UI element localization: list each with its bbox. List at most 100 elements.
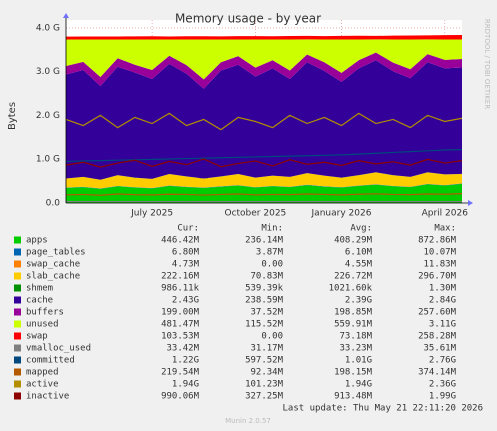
legend-stat: 597.52M <box>245 356 284 366</box>
legend-label: slab_cache <box>26 272 80 282</box>
legend-stat: 539.39k <box>245 284 284 294</box>
side-text: RRDTOOL / TOBI OETIKER <box>483 19 491 109</box>
legend-label: cache <box>26 296 53 306</box>
legend-stat: 226.72M <box>334 272 373 282</box>
legend-stat: 257.60M <box>418 308 457 318</box>
legend-label: page_tables <box>26 248 86 258</box>
y-tick-label: 4.0 G <box>36 23 60 33</box>
series-line <box>65 193 463 196</box>
legend-stat: 37.52M <box>250 308 283 318</box>
legend-stat: 101.23M <box>245 380 284 390</box>
legend-stat: 236.14M <box>245 236 284 246</box>
legend-label: inactive <box>26 392 69 402</box>
footer: Last update: Thu May 21 22:11:20 2026 <box>283 404 483 414</box>
legend-stat: 1.94G <box>172 380 199 390</box>
legend-stat: 33.23M <box>339 344 372 354</box>
x-tick-label: October 2025 <box>224 209 286 219</box>
y-axis-label: Bytes <box>7 102 18 130</box>
legend-swatch <box>14 332 21 340</box>
legend-stat: 31.17M <box>250 344 283 354</box>
legend-label: apps <box>26 236 48 246</box>
legend-stat: 2.39G <box>345 296 372 306</box>
x-tick-label: July 2025 <box>130 209 173 219</box>
legend-stat: 1.01G <box>345 356 372 366</box>
legend-stat: 559.91M <box>334 320 373 330</box>
y-tick-label: 1.0 G <box>36 155 60 165</box>
plot <box>65 20 463 204</box>
x-tick-label: April 2026 <box>422 209 469 219</box>
legend-swatch <box>14 368 21 376</box>
legend-stat: 1.94G <box>345 380 372 390</box>
legend-stat: 33.42M <box>166 344 199 354</box>
legend-swatch <box>14 284 21 292</box>
legend-swatch <box>14 320 21 328</box>
legend-stat: 408.29M <box>334 236 373 246</box>
legend-swatch <box>14 392 21 400</box>
x-tick-label: January 2026 <box>311 209 372 219</box>
legend-stat: 1.30M <box>429 284 457 294</box>
chart-title: Memory usage - by year <box>175 12 321 26</box>
legend-label: swap_cache <box>26 260 80 270</box>
legend-stat: 10.07M <box>423 248 456 258</box>
legend-stat: 2.43G <box>172 296 199 306</box>
legend-stat: 222.16M <box>161 272 200 282</box>
legend-stat: 2.84G <box>429 296 456 306</box>
legend-swatch <box>14 272 21 280</box>
legend-stat: 4.73M <box>172 260 200 270</box>
legend-stat: 4.55M <box>345 260 373 270</box>
stacked-area <box>66 52 462 89</box>
legend-stat: 11.83M <box>423 260 456 270</box>
legend-stat: 0.00 <box>261 260 283 270</box>
legend-stat: 6.10M <box>345 248 373 258</box>
legend-stat: 986.11k <box>161 284 200 294</box>
legend-stat: 73.18M <box>339 332 372 342</box>
legend-stat: 238.59M <box>245 296 284 306</box>
legend-stat: 1.99G <box>429 392 456 402</box>
legend-label: swap <box>26 332 48 342</box>
legend-stat: 115.52M <box>245 320 284 330</box>
legend-stat: 446.42M <box>161 236 200 246</box>
legend-stat: 913.48M <box>334 392 373 402</box>
legend-label: active <box>26 380 59 390</box>
legend-stat: 2.36G <box>429 380 456 390</box>
stacked-area <box>66 60 462 180</box>
legend-swatch <box>14 344 21 352</box>
legend-stat: 219.54M <box>161 368 200 378</box>
legend-stat: 872.86M <box>418 236 457 246</box>
legend-stat: 1.22G <box>172 356 199 366</box>
legend-stat: 0.00 <box>261 332 283 342</box>
legend-swatch <box>14 296 21 304</box>
axis-arrow <box>468 200 473 206</box>
legend-stat: 35.61M <box>423 344 456 354</box>
stacked-area <box>66 35 462 40</box>
legend-stat: 199.00M <box>161 308 200 318</box>
legend-stat: 1021.60k <box>329 284 373 294</box>
legend-label: committed <box>26 356 75 366</box>
series-line <box>65 158 463 168</box>
legend-stat: 198.15M <box>334 368 373 378</box>
y-tick-label: 2.0 G <box>36 111 60 121</box>
legend-column-header: Max: <box>434 224 456 234</box>
legend-stat: 296.70M <box>418 272 457 282</box>
legend-label: buffers <box>26 308 64 318</box>
legend-swatch <box>14 356 21 364</box>
legend-stat: 103.53M <box>161 332 200 342</box>
axis-arrow <box>63 13 69 18</box>
stacked-area <box>66 172 462 189</box>
version: Munin 2.0.57 <box>225 417 271 425</box>
legend-swatch <box>14 380 21 388</box>
legend: Cur: Min: Avg: Max: apps 446.42M 236.14M 408.29… <box>14 224 457 402</box>
legend-column-header: Min: <box>261 224 283 234</box>
legend-stat: 327.25M <box>245 392 284 402</box>
legend-stat: 3.87M <box>256 248 284 258</box>
legend-stat: 6.80M <box>172 248 200 258</box>
legend-stat: 2.76G <box>429 356 456 366</box>
legend-swatch <box>14 236 21 244</box>
legend-swatch <box>14 260 21 268</box>
legend-stat: 258.28M <box>418 332 457 342</box>
legend-label: mapped <box>26 368 59 378</box>
stacked-area <box>66 183 462 203</box>
legend-stat: 3.11G <box>429 320 456 330</box>
y-tick-label: 0.0 <box>46 199 61 209</box>
